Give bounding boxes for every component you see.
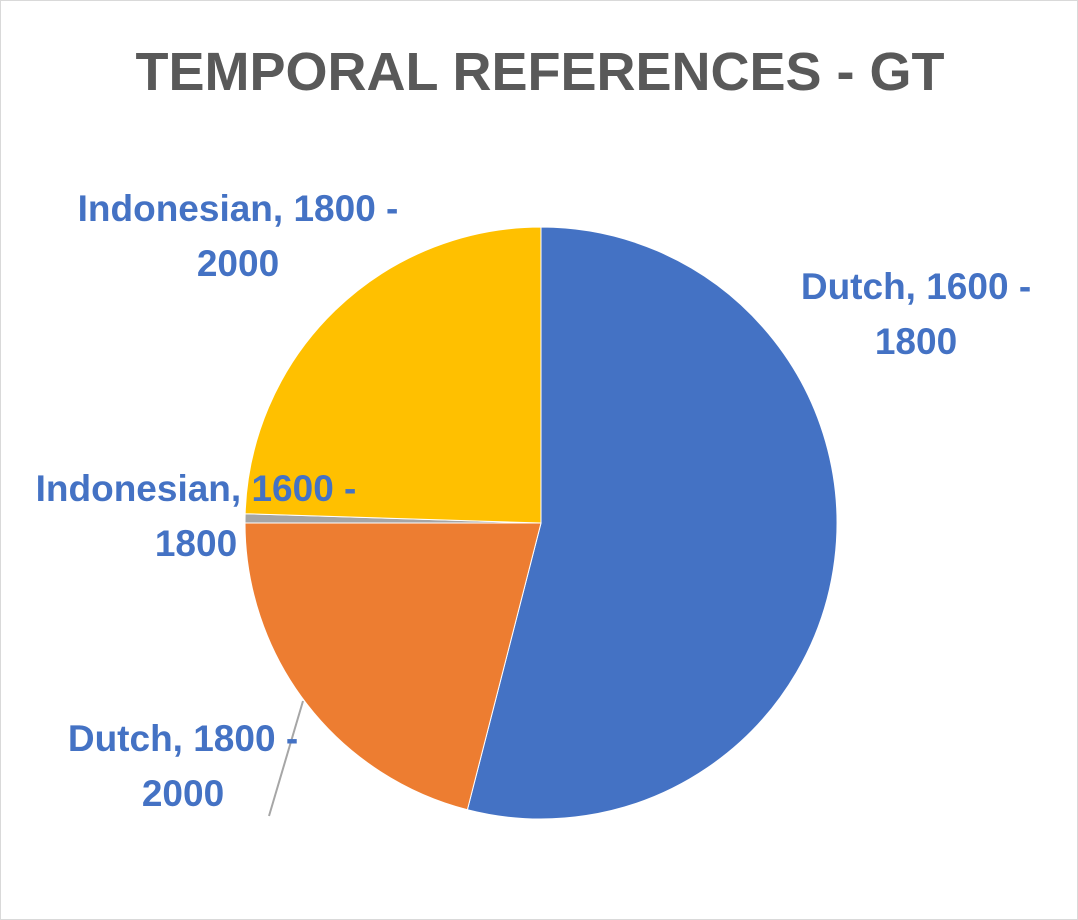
data-label: Indonesian, 1800 - 2000 [77, 188, 399, 284]
data-label: Indonesian, 1600 - 1800 [35, 468, 357, 564]
chart-title: TEMPORAL REFERENCES - GT [135, 42, 945, 102]
leader-line [268, 700, 304, 817]
data-label: Dutch, 1600 - 1800 [800, 266, 1032, 362]
data-label: Dutch, 1800 - 2000 [67, 718, 299, 814]
pie-slice [466, 226, 838, 820]
pie-slice [244, 522, 542, 811]
pie-slice [244, 226, 542, 524]
